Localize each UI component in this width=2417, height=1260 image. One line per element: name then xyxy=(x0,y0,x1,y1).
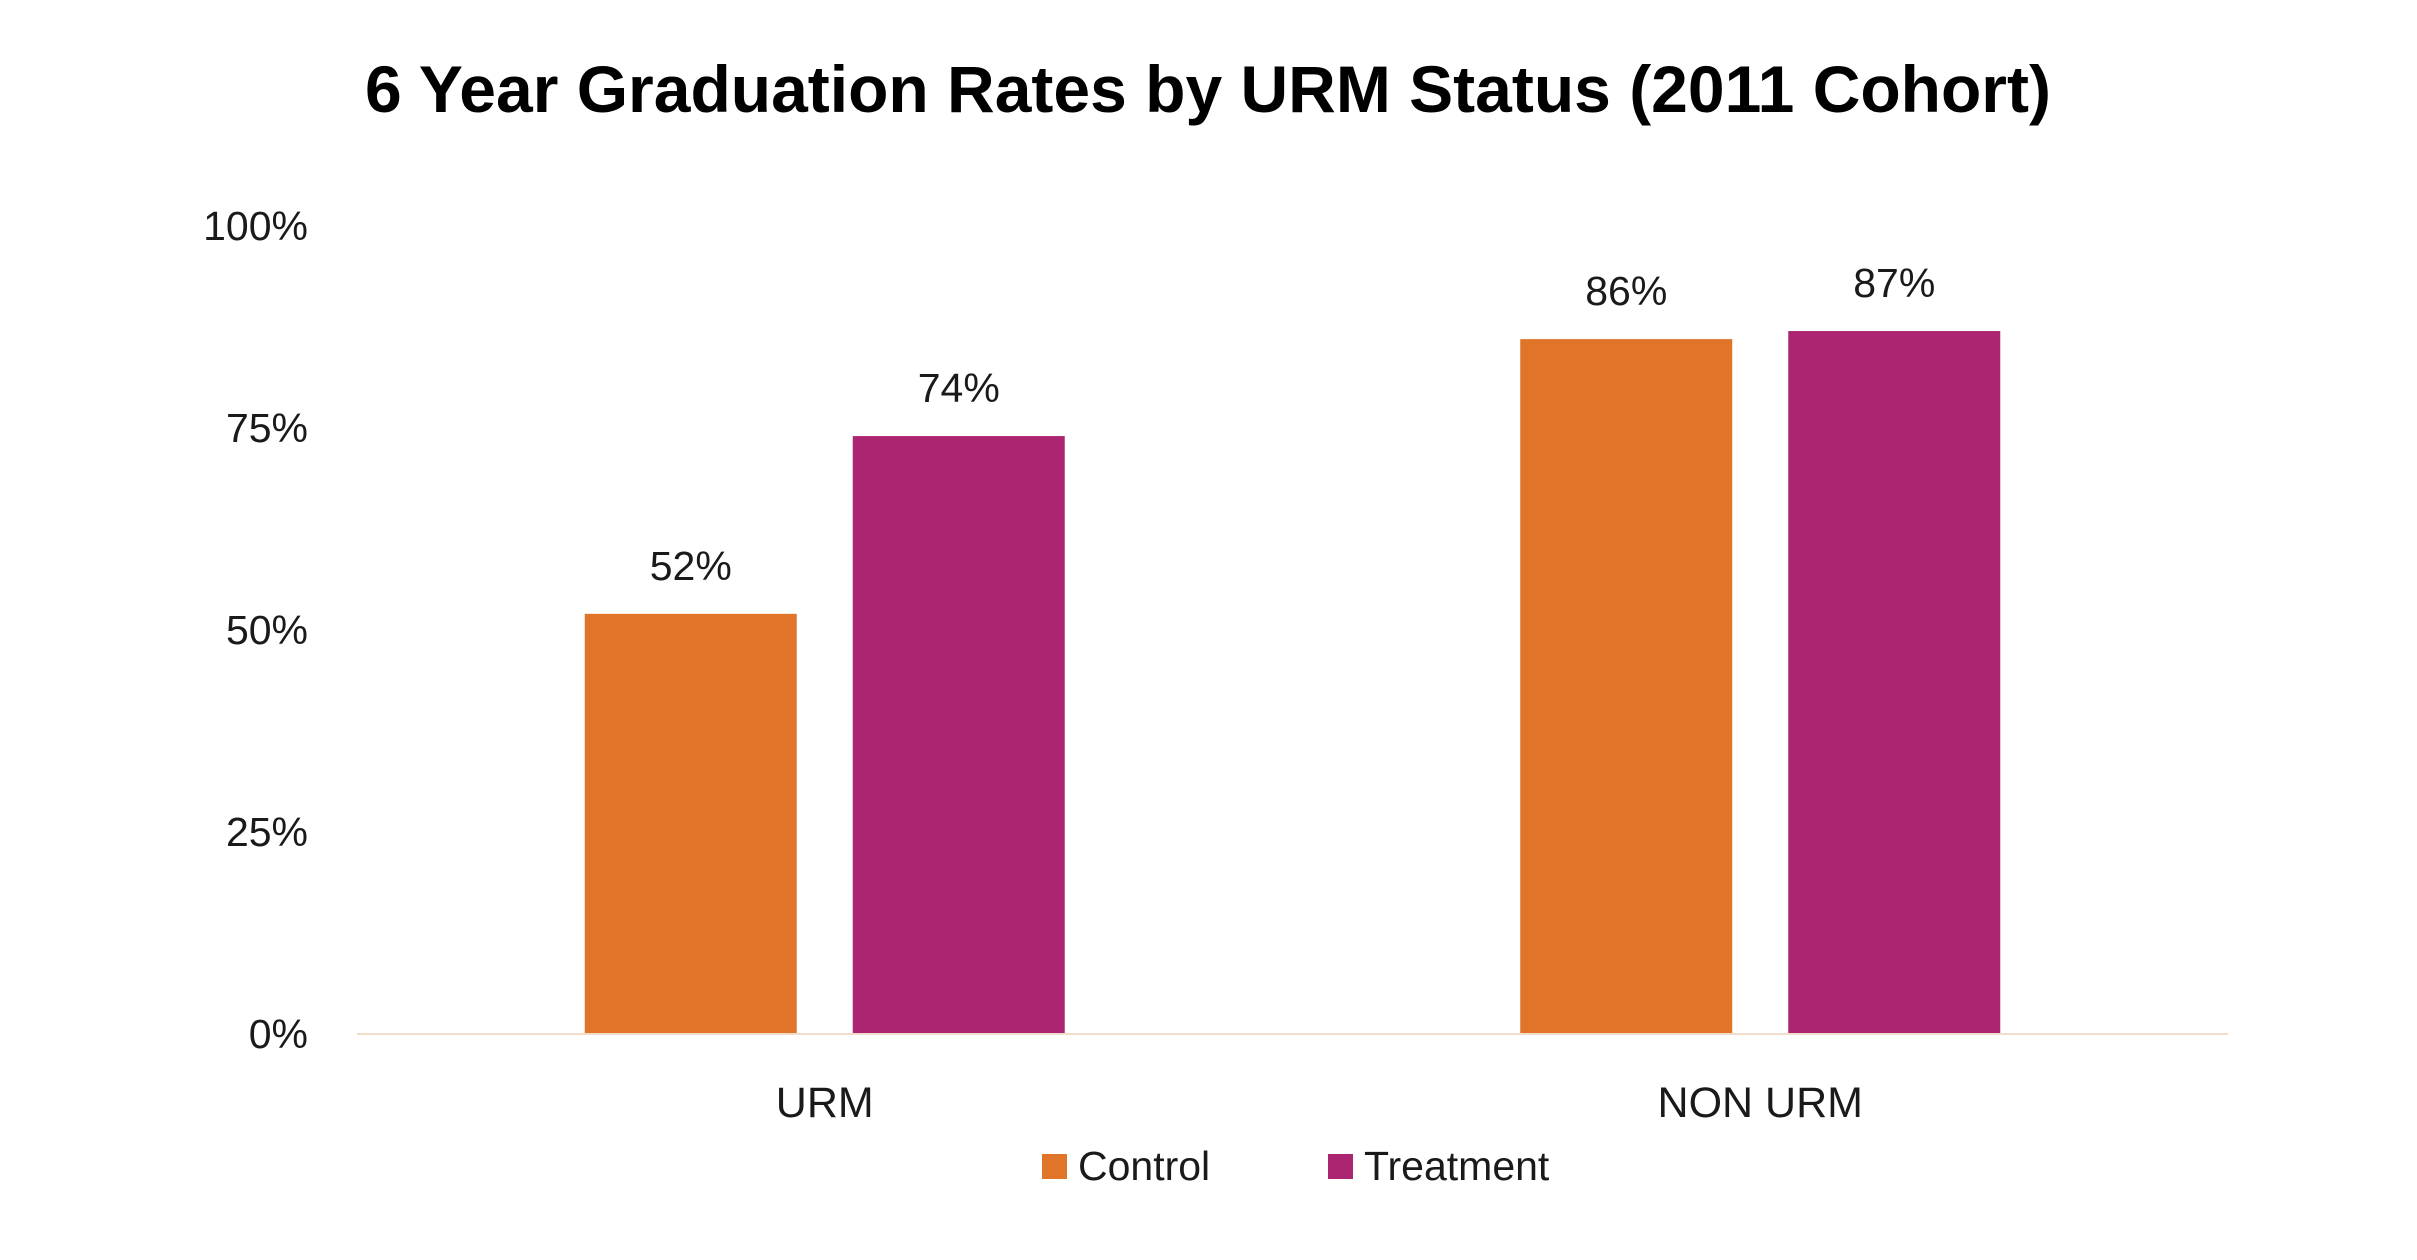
data-label: 86% xyxy=(1585,268,1667,314)
legend-label: Control xyxy=(1078,1143,1210,1189)
x-axis: URM NON URM xyxy=(357,1033,2228,1127)
legend: Control Treatment xyxy=(1042,1143,1550,1189)
y-tick-label: 100% xyxy=(203,203,308,249)
data-labels: 52% 74% 86% 87% xyxy=(650,260,1936,589)
bars xyxy=(584,331,2001,1035)
y-tick-label: 0% xyxy=(249,1011,308,1057)
y-tick-label: 75% xyxy=(226,405,308,451)
category-label: URM xyxy=(776,1079,874,1127)
category-label: NON URM xyxy=(1658,1079,1863,1127)
legend-label: Treatment xyxy=(1364,1143,1550,1189)
bar-control xyxy=(584,613,797,1034)
legend-swatch xyxy=(1042,1154,1067,1179)
y-axis: 0% 25% 50% 75% 100% xyxy=(203,203,308,1057)
y-tick-label: 50% xyxy=(226,607,308,653)
bar-treatment xyxy=(852,436,1065,1035)
legend-swatch xyxy=(1328,1154,1353,1179)
bar-treatment xyxy=(1788,331,2001,1034)
y-tick-label: 25% xyxy=(226,809,308,855)
chart-title: 6 Year Graduation Rates by URM Status (2… xyxy=(365,52,2051,126)
bar-control xyxy=(1520,339,1733,1034)
data-label: 87% xyxy=(1853,260,1935,306)
data-label: 74% xyxy=(918,365,1000,411)
data-label: 52% xyxy=(650,543,732,589)
